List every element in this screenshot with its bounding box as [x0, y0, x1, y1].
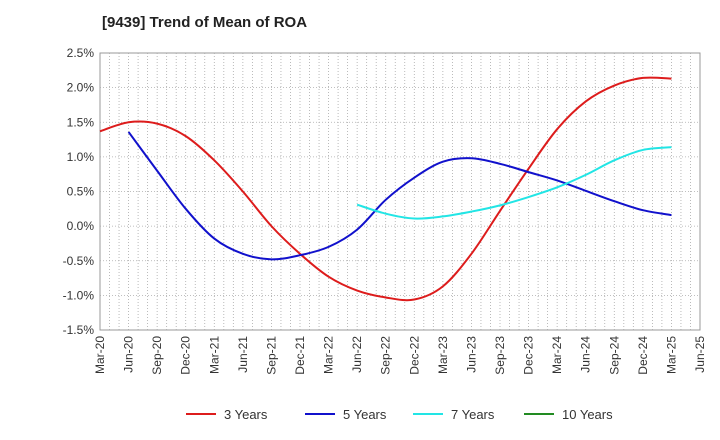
grid-layer [99, 52, 701, 331]
x-tick-label: Mar-23 [436, 336, 450, 374]
x-tick-label: Dec-24 [636, 336, 650, 375]
x-tick-label: Sep-21 [264, 336, 278, 375]
legend-label: 10 Years [562, 407, 613, 422]
y-tick-label: -1.5% [63, 323, 95, 337]
legend-label: 5 Years [343, 407, 387, 422]
chart-title: [9439] Trend of Mean of ROA [102, 14, 308, 31]
x-tick-label: Mar-25 [664, 336, 678, 374]
y-tick-label: 2.5% [67, 46, 95, 60]
x-tick-label: Jun-21 [236, 336, 250, 373]
x-tick-label: Jun-25 [693, 336, 707, 373]
x-tick-label: Sep-24 [607, 336, 621, 375]
legend-layer: 3 Years 5 Years 7 Years 10 Years [186, 407, 613, 422]
x-tick-label: Sep-23 [493, 336, 507, 375]
x-tick-label: Dec-21 [293, 336, 307, 375]
x-tick-label: Dec-20 [179, 336, 193, 375]
series-line-3-years [99, 76, 672, 302]
x-tick-label: Jun-22 [350, 336, 364, 373]
y-tick-label: -1.0% [63, 288, 95, 302]
y-tick-label: 1.0% [67, 150, 95, 164]
x-tick-label: Dec-22 [407, 336, 421, 375]
axis-layer: 2.5%2.0%1.5%1.0%0.5%0.0%-0.5%-1.0%-1.5%M… [63, 46, 707, 375]
y-tick-label: 0.5% [67, 185, 95, 199]
x-tick-label: Dec-23 [522, 336, 536, 375]
x-tick-label: Jun-24 [579, 336, 593, 373]
x-tick-label: Mar-20 [93, 336, 107, 374]
x-tick-label: Mar-22 [322, 336, 336, 374]
series-line-5-years [127, 131, 672, 261]
legend-label: 3 Years [224, 407, 268, 422]
legend-label: 7 Years [451, 407, 495, 422]
series-layer [99, 76, 672, 302]
y-tick-label: 1.5% [67, 115, 95, 129]
y-tick-label: 0.0% [67, 219, 95, 233]
x-tick-label: Mar-24 [550, 336, 564, 374]
y-tick-label: 2.0% [67, 81, 95, 95]
series-line-7-years [356, 146, 672, 220]
x-tick-label: Jun-23 [464, 336, 478, 373]
x-tick-label: Sep-20 [150, 336, 164, 375]
x-tick-label: Sep-22 [379, 336, 393, 375]
y-tick-label: -0.5% [63, 254, 95, 268]
x-tick-label: Mar-21 [207, 336, 221, 374]
x-tick-label: Jun-20 [122, 336, 136, 373]
